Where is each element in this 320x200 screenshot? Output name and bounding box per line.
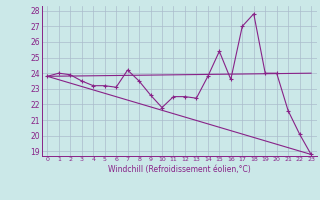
X-axis label: Windchill (Refroidissement éolien,°C): Windchill (Refroidissement éolien,°C) — [108, 165, 251, 174]
